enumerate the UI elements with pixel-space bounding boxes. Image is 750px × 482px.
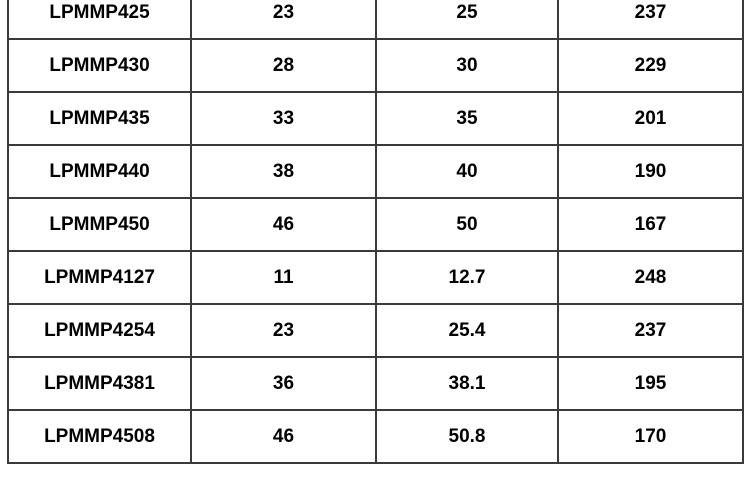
- table-body: LPMMP425 23 25 237 LPMMP430 28 30 229 LPMMP435 33…: [7, 0, 744, 464]
- value-cell-1: 36: [190, 356, 377, 411]
- model-cell: LPMMP4381: [7, 356, 192, 411]
- value-cell-2: 30: [375, 38, 559, 93]
- value-cell-2: 50.8: [375, 409, 559, 464]
- value-cell-1: 28: [190, 38, 377, 93]
- model-cell: LPMMP435: [7, 91, 192, 146]
- value-cell-1: 23: [190, 303, 377, 358]
- value-cell-3: 229: [557, 38, 744, 93]
- value-cell-3: 248: [557, 250, 744, 305]
- table-row: LPMMP435 33 35 201: [7, 91, 744, 146]
- model-cell: LPMMP425: [7, 0, 192, 40]
- value-cell-1: 23: [190, 0, 377, 40]
- value-cell-3: 201: [557, 91, 744, 146]
- model-cell: LPMMP440: [7, 144, 192, 199]
- value-cell-3: 237: [557, 0, 744, 40]
- table-row: LPMMP4508 46 50.8 170: [7, 409, 744, 464]
- table-row: LPMMP430 28 30 229: [7, 38, 744, 93]
- table-row: LPMMP440 38 40 190: [7, 144, 744, 199]
- value-cell-3: 237: [557, 303, 744, 358]
- value-cell-1: 38: [190, 144, 377, 199]
- table-row: LPMMP4254 23 25.4 237: [7, 303, 744, 358]
- value-cell-1: 33: [190, 91, 377, 146]
- value-cell-1: 11: [190, 250, 377, 305]
- model-cell: LPMMP4127: [7, 250, 192, 305]
- value-cell-1: 46: [190, 197, 377, 252]
- value-cell-2: 25: [375, 0, 559, 40]
- table-row: LPMMP450 46 50 167: [7, 197, 744, 252]
- model-cell: LPMMP450: [7, 197, 192, 252]
- value-cell-3: 195: [557, 356, 744, 411]
- value-cell-2: 38.1: [375, 356, 559, 411]
- value-cell-1: 46: [190, 409, 377, 464]
- value-cell-2: 50: [375, 197, 559, 252]
- value-cell-2: 35: [375, 91, 559, 146]
- value-cell-2: 12.7: [375, 250, 559, 305]
- value-cell-3: 170: [557, 409, 744, 464]
- table-row: LPMMP4381 36 38.1 195: [7, 356, 744, 411]
- value-cell-2: 25.4: [375, 303, 559, 358]
- table-row: LPMMP4127 11 12.7 248: [7, 250, 744, 305]
- value-cell-3: 190: [557, 144, 744, 199]
- table-row: LPMMP425 23 25 237: [7, 0, 744, 40]
- model-cell: LPMMP4254: [7, 303, 192, 358]
- model-cell: LPMMP430: [7, 38, 192, 93]
- model-cell: LPMMP4508: [7, 409, 192, 464]
- value-cell-3: 167: [557, 197, 744, 252]
- value-cell-2: 40: [375, 144, 559, 199]
- product-spec-table: LPMMP425 23 25 237 LPMMP430 28 30 229 LPMMP435 33…: [7, 0, 744, 464]
